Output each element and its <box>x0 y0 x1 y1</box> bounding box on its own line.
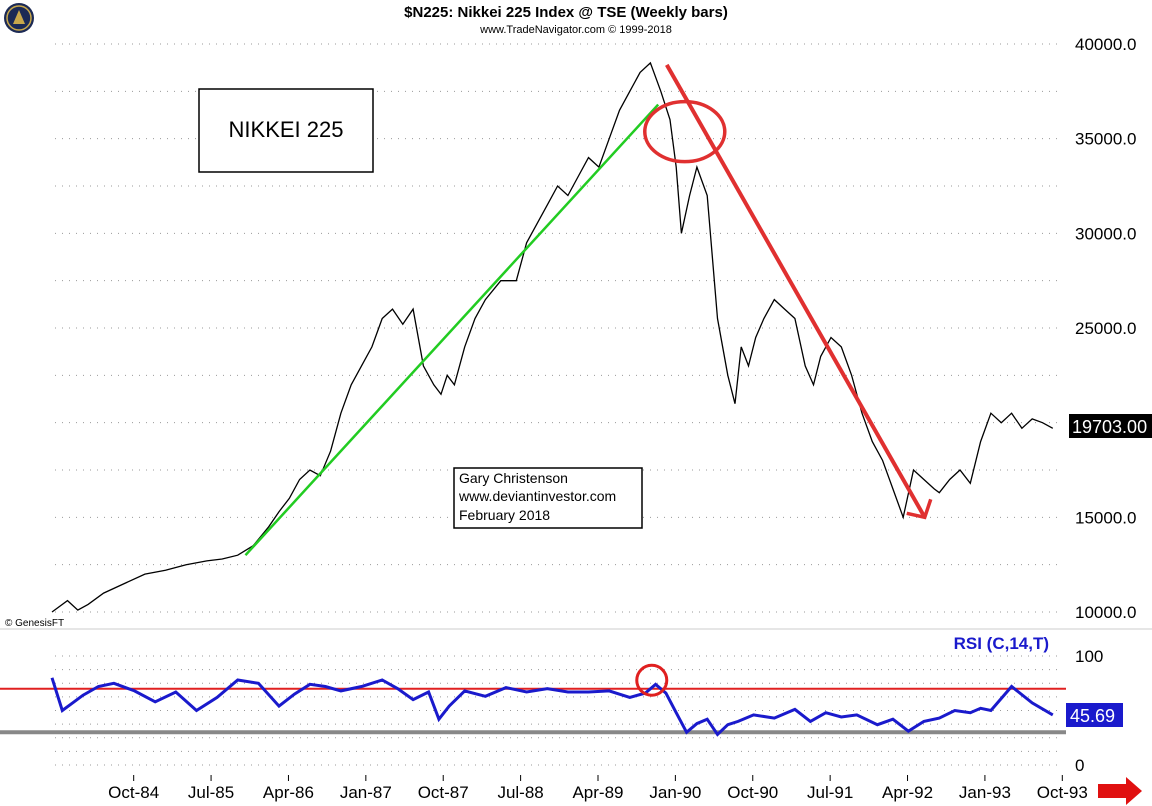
last-price-label: 19703.00 <box>1072 417 1147 437</box>
x-axis: Oct-84 Jul-85 Apr-86 Jan-87 Oct-87 Jul-88 Apr-… <box>108 775 1088 802</box>
credit-label: © GenesisFT <box>5 618 64 629</box>
x-tick-label: Jul-91 <box>807 783 853 802</box>
price-y-tick: 35000.0 <box>1075 130 1136 149</box>
price-y-tick: 15000.0 <box>1075 508 1136 527</box>
last-rsi-badge <box>1066 703 1123 727</box>
x-tick-label: Jan-90 <box>649 783 701 802</box>
downtrend-arrow <box>665 63 927 519</box>
x-tick-label: Jul-88 <box>497 783 543 802</box>
rsi-y-axis: 0 100 <box>1075 647 1103 775</box>
rsi-grid <box>55 655 1060 766</box>
x-tick-label: Oct-93 <box>1037 783 1088 802</box>
x-tick-label: Jan-93 <box>959 783 1011 802</box>
crossover-circle <box>643 99 727 164</box>
scroll-right-arrow-icon[interactable] <box>1098 777 1142 805</box>
author-box <box>453 467 643 529</box>
rsi-peak-circle <box>635 663 669 697</box>
price-y-tick: 40000.0 <box>1075 35 1136 54</box>
x-tick-label: Apr-92 <box>882 783 933 802</box>
nikkei-label-box <box>198 88 374 173</box>
x-tick-label: Oct-84 <box>108 783 159 802</box>
downtrend-arrowhead <box>906 498 933 520</box>
author-website: www.deviantinvestor.com <box>458 488 616 504</box>
x-tick-label: Jan-87 <box>340 783 392 802</box>
nikkei-label: NIKKEI 225 <box>229 117 344 142</box>
author-date: February 2018 <box>459 507 550 523</box>
author-name: Gary Christenson <box>459 470 568 486</box>
x-tick-label: Apr-89 <box>572 783 623 802</box>
last-price-badge <box>1069 414 1152 438</box>
x-tick-label: Oct-90 <box>727 783 778 802</box>
price-series-line <box>51 61 1054 613</box>
price-y-tick: 10000.0 <box>1075 603 1136 622</box>
chart-subtitle: www.TradeNavigator.com © 1999-2018 <box>479 24 672 36</box>
price-y-tick: 25000.0 <box>1075 319 1136 338</box>
x-tick-label: Jul-85 <box>188 783 234 802</box>
x-tick-label: Oct-87 <box>418 783 469 802</box>
last-rsi-label: 45.69 <box>1070 706 1115 726</box>
logo-icon <box>4 3 34 33</box>
price-y-tick: 30000.0 <box>1075 224 1136 243</box>
price-y-axis: 10000.015000.020000.025000.030000.035000… <box>1075 35 1136 622</box>
rsi-y-tick: 0 <box>1075 756 1084 775</box>
rsi-series-line <box>50 677 1054 737</box>
rsi-y-tick: 100 <box>1075 647 1103 666</box>
chart-title: $N225: Nikkei 225 Index @ TSE (Weekly ba… <box>404 4 728 21</box>
x-tick-label: Apr-86 <box>263 783 314 802</box>
rsi-title: RSI (C,14,T) <box>954 634 1049 653</box>
uptrend-line <box>244 103 660 557</box>
